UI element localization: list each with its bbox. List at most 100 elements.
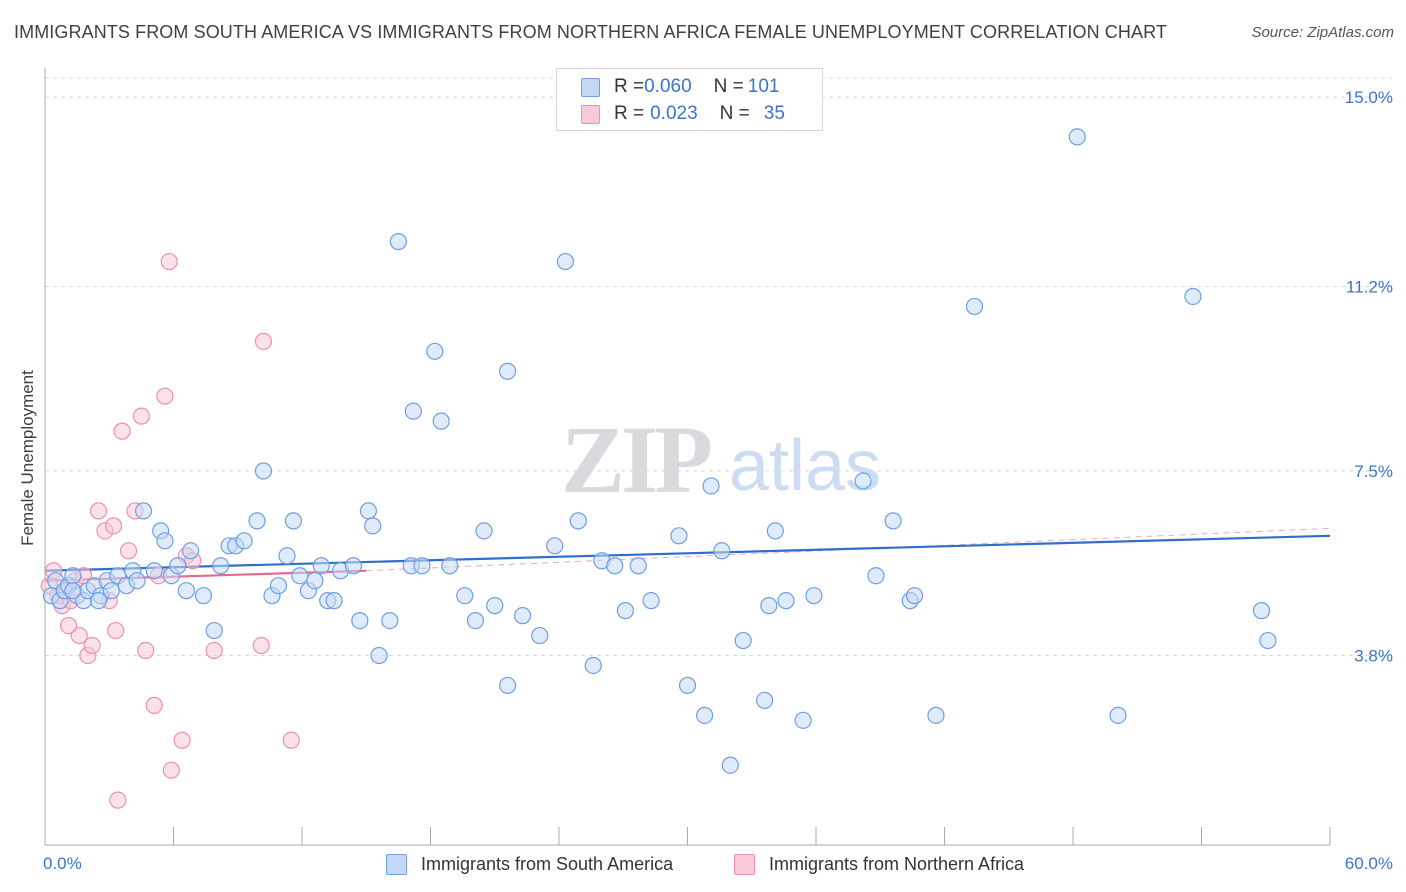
point-south-america (291, 567, 309, 585)
point-south-america (755, 691, 774, 709)
point-south-america (584, 656, 602, 675)
point-northern-africa (156, 387, 174, 405)
point-south-america (413, 557, 431, 575)
point-northern-africa (137, 641, 155, 660)
point-northern-africa (107, 621, 125, 640)
x-tick-label: 60.0% (1345, 854, 1393, 873)
watermark: ZIP atlas (561, 406, 881, 513)
point-south-america (156, 532, 174, 550)
gridlines (45, 77, 1392, 657)
legend-r-label: R = (614, 103, 645, 124)
point-south-america (441, 557, 459, 575)
point-south-america (351, 611, 369, 630)
point-south-america (64, 567, 82, 585)
legend-n-label: N = (719, 103, 750, 124)
point-south-america (248, 512, 266, 530)
point-south-america (205, 621, 223, 640)
point-south-america (359, 502, 377, 520)
point-northern-africa (83, 636, 101, 655)
point-south-america (569, 512, 587, 530)
bottom-legend-northern-africa: Immigrants from Northern Africa (734, 852, 1024, 876)
point-south-america (1109, 706, 1127, 724)
point-south-america (212, 557, 230, 575)
point-south-america (486, 597, 504, 615)
point-south-america (965, 297, 984, 316)
point-south-america (760, 597, 778, 615)
point-south-america (389, 233, 407, 251)
point-south-america (606, 557, 624, 575)
point-south-america (284, 512, 303, 530)
point-south-america (370, 646, 388, 665)
point-south-america (777, 592, 795, 610)
legend-r-label: R = (614, 76, 645, 97)
point-northern-africa (145, 696, 163, 714)
point-south-america (1259, 631, 1277, 650)
legend-n-value: 35 (763, 103, 785, 124)
point-south-america (456, 587, 474, 605)
trend-south-america (44, 534, 1331, 572)
bottom-legend-label: Immigrants from Northern Africa (769, 853, 1025, 874)
point-south-america (145, 562, 163, 580)
point-northern-africa (109, 791, 127, 809)
watermark-atlas: atlas (729, 426, 881, 506)
point-south-america (531, 626, 549, 645)
point-south-america (766, 522, 784, 540)
legend: R = 0.060 N = 101 R = 0.023 N = 35 (556, 68, 823, 131)
source-label: Source: ZipAtlas.com (1251, 24, 1394, 41)
point-northern-africa (132, 407, 150, 425)
point-south-america (64, 582, 82, 600)
point-south-america (269, 577, 288, 595)
point-northern-africa (104, 517, 123, 535)
y-tick-label: 11.2% (1346, 277, 1393, 296)
point-south-america (254, 462, 273, 480)
point-south-america (381, 611, 399, 630)
point-south-america (867, 567, 885, 585)
point-south-america (364, 517, 382, 535)
point-south-america (702, 477, 720, 495)
point-south-america (499, 676, 517, 695)
axes (44, 68, 1331, 846)
point-south-america (89, 592, 108, 610)
point-south-america (642, 592, 660, 610)
point-northern-africa (162, 761, 180, 779)
point-northern-africa (160, 252, 178, 271)
point-south-america (404, 402, 422, 420)
y-tick-label: 3.8% (1354, 647, 1393, 666)
point-south-america (805, 587, 823, 605)
point-south-america (194, 587, 213, 605)
point-south-america (306, 572, 324, 590)
point-south-america (696, 706, 714, 724)
point-south-america (556, 252, 575, 271)
point-south-america (325, 592, 343, 610)
bottom-legend-south-america: Immigrants from South America (386, 852, 673, 876)
chart-title: IMMIGRANTS FROM SOUTH AMERICA VS IMMIGRA… (14, 22, 1167, 42)
point-south-america (513, 607, 532, 625)
point-northern-africa (173, 731, 191, 749)
point-south-america (713, 542, 731, 560)
point-south-america (128, 572, 146, 590)
y-tick-label: 7.5% (1354, 462, 1393, 481)
point-northern-africa (282, 731, 300, 749)
point-south-america (235, 532, 253, 550)
point-south-america (794, 711, 812, 729)
point-south-america (475, 522, 493, 540)
point-northern-africa (89, 502, 108, 520)
series-south-america (42, 128, 1277, 774)
point-south-america (312, 557, 330, 575)
point-northern-africa (252, 636, 270, 655)
tick-labels: 3.8% 7.5% 11.2% 15.0% 0.0% 60.0% (43, 88, 1393, 873)
legend-swatch-blue (581, 77, 600, 97)
y-tick-label: 15.0% (1345, 88, 1393, 107)
point-south-america (734, 631, 752, 650)
legend-r-value: 0.023 (650, 103, 698, 124)
point-south-america (134, 502, 153, 520)
point-northern-africa (70, 626, 88, 645)
point-south-america (466, 611, 485, 630)
watermark-zip: ZIP (561, 406, 710, 513)
point-south-america (169, 557, 187, 575)
point-south-america (546, 537, 564, 555)
point-south-america (721, 756, 739, 774)
point-south-america (344, 557, 362, 575)
point-northern-africa (254, 332, 273, 350)
bottom-legend-swatch-blue (386, 853, 407, 875)
